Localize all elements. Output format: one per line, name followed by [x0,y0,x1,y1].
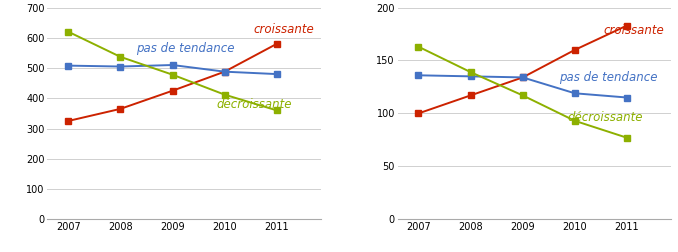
Text: croissante: croissante [254,23,314,36]
Text: pas de tendance: pas de tendance [559,71,658,84]
Text: décroissante: décroissante [567,111,643,124]
Text: pas de tendance: pas de tendance [136,42,235,55]
Text: croissante: croissante [603,24,664,37]
Text: décroissante: décroissante [217,98,292,111]
